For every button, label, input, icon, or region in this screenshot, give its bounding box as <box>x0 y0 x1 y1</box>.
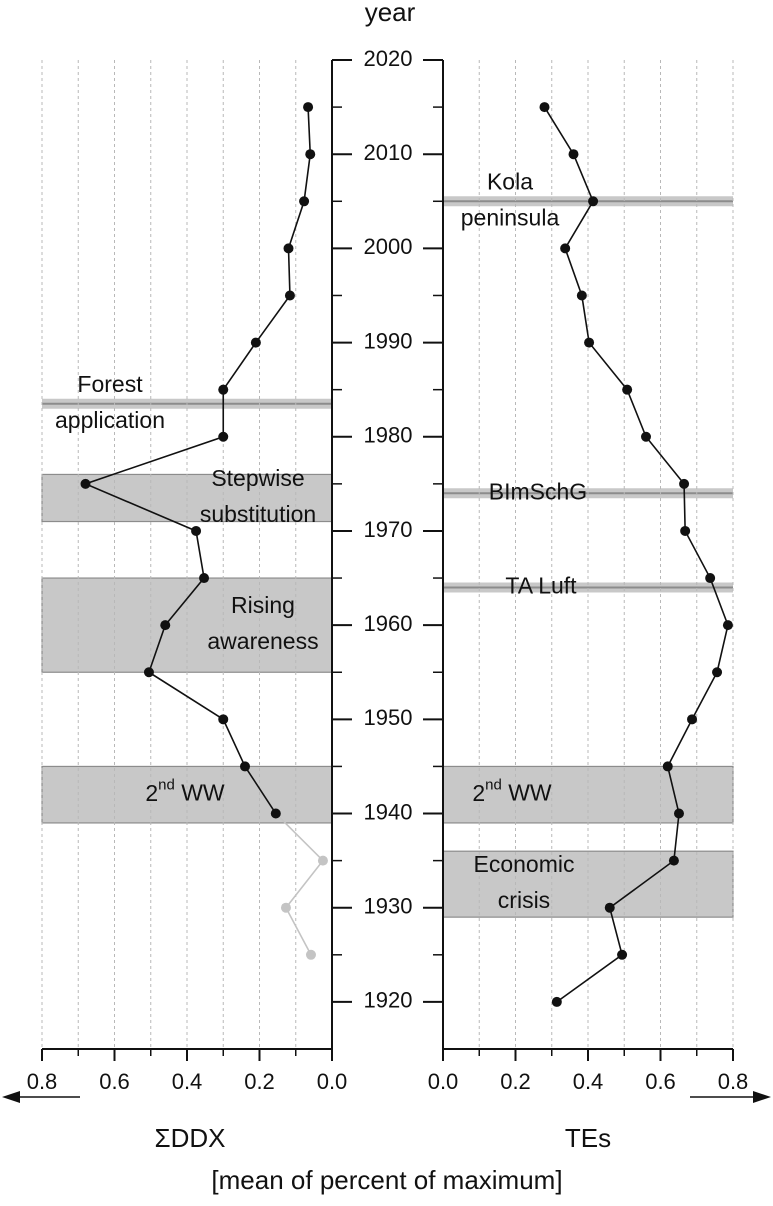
data-point <box>641 431 651 442</box>
y-tick-label: 2000 <box>364 234 413 259</box>
label-layer: 1920 1930 1940 1950 1960 1970 1980 1990 2000 2010… <box>27 46 749 1153</box>
data-point <box>604 902 615 913</box>
x-tick-label: 0.0 <box>428 1069 459 1094</box>
data-point <box>551 996 562 1007</box>
data-point <box>687 714 698 725</box>
y-tick-label: 2010 <box>364 140 413 165</box>
data-point <box>303 102 314 113</box>
arrow-head <box>753 1091 771 1103</box>
data-point <box>143 667 154 678</box>
data-point <box>299 196 310 207</box>
x-tick-label: 0.4 <box>172 1069 203 1094</box>
x-tick-label: 0.8 <box>27 1069 58 1094</box>
event-label: 2nd WW <box>472 777 552 806</box>
data-point <box>218 384 229 395</box>
data-point <box>560 243 571 254</box>
series-line <box>543 106 729 1003</box>
y-tick-label: 1980 <box>364 423 413 448</box>
data-point <box>199 573 210 584</box>
data-point <box>240 761 250 772</box>
grid-layer <box>41 60 734 1049</box>
panel-title: ΣDDX <box>155 1123 226 1153</box>
data-point <box>576 290 587 301</box>
arrow-head <box>2 1091 20 1103</box>
data-point <box>539 102 550 113</box>
data-point <box>668 855 679 866</box>
data-point <box>622 384 633 395</box>
x-tick-label: 0.6 <box>645 1069 676 1094</box>
x-axis-title: [mean of percent of maximum] <box>211 1165 562 1195</box>
y-tick-label: 1970 <box>364 517 413 542</box>
y-tick-label: 1950 <box>364 705 413 730</box>
event-label: crisis <box>498 887 550 913</box>
event-label: Kola <box>487 168 533 194</box>
y-tick-label: 2020 <box>364 46 413 71</box>
data-point <box>160 620 171 631</box>
event-label: awareness <box>207 628 318 654</box>
data-point <box>673 808 684 819</box>
x-tick-label: 0.2 <box>500 1069 531 1094</box>
data-point <box>283 243 294 254</box>
event-label: Stepwise <box>211 465 304 491</box>
data-point <box>218 714 229 725</box>
data-point <box>80 478 91 489</box>
data-point <box>680 525 691 536</box>
data-point <box>270 808 281 819</box>
data-point <box>617 949 628 960</box>
event-label: Forest <box>77 371 143 397</box>
y-axis-title: year <box>365 0 416 27</box>
x-tick-label: 0.2 <box>244 1069 275 1094</box>
event-label: TA Luft <box>505 573 577 599</box>
event-label: Rising <box>231 592 295 618</box>
data-point <box>568 149 579 160</box>
event-label: Economic <box>474 851 575 877</box>
data-point <box>218 431 229 442</box>
event-label: peninsula <box>461 204 560 230</box>
x-tick-label: 0.0 <box>317 1069 348 1094</box>
data-point <box>705 573 716 584</box>
data-point <box>584 337 595 348</box>
event-label: BImSchG <box>489 478 587 504</box>
data-point <box>250 337 261 348</box>
x-tick-label: 0.6 <box>99 1069 130 1094</box>
axis-layer <box>41 59 734 1061</box>
data-point <box>284 290 295 301</box>
x-tick-label: 0.4 <box>573 1069 604 1094</box>
data-point <box>662 761 673 772</box>
y-tick-label: 1930 <box>364 894 413 919</box>
data-point <box>712 667 723 678</box>
data-point <box>588 196 599 207</box>
event-label: substitution <box>200 501 316 527</box>
y-tick-label: 1920 <box>364 988 413 1013</box>
data-point <box>317 855 328 866</box>
y-tick-label: 1990 <box>364 328 413 353</box>
event-label: application <box>55 407 165 433</box>
series-line <box>83 107 312 814</box>
data-point <box>280 902 291 913</box>
panel-title: TEs <box>565 1123 611 1153</box>
data-point <box>722 620 733 631</box>
data-point <box>305 949 316 960</box>
data-layer <box>80 102 733 1007</box>
y-tick-label: 1960 <box>364 611 413 636</box>
y-tick-label: 1940 <box>364 799 413 824</box>
event-label: 2nd WW <box>145 777 225 806</box>
data-point <box>191 525 202 536</box>
series-line <box>275 812 325 956</box>
data-point <box>305 149 316 160</box>
data-point <box>679 478 690 489</box>
x-tick-label: 0.8 <box>718 1069 749 1094</box>
